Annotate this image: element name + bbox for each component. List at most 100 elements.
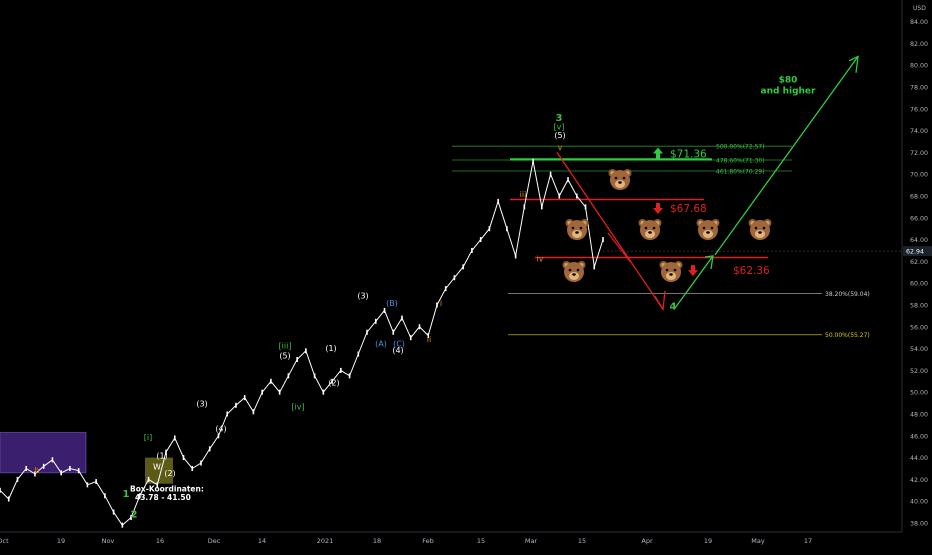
price-bar <box>208 446 211 452</box>
bear-muzzle <box>666 272 676 280</box>
price-bar <box>523 204 526 210</box>
price-bar <box>409 335 412 341</box>
price-bar <box>287 373 290 379</box>
price-bar <box>313 373 316 379</box>
price-bar <box>322 389 325 395</box>
price-tick-label: 62.00 <box>910 259 928 266</box>
price-bar <box>331 378 333 384</box>
current-price-label: 62.94 <box>906 249 924 256</box>
wave-label: b <box>34 466 39 475</box>
price-tick-label: 42.00 <box>910 477 928 484</box>
price-tick-label: 52.00 <box>910 368 928 375</box>
price-bar <box>541 204 543 210</box>
time-tick-label: May <box>751 537 765 545</box>
price-tick-label: 48.00 <box>910 411 928 418</box>
time-tick-label: 2021 <box>317 537 334 545</box>
price-bar <box>383 307 386 313</box>
price-tick-label: 56.00 <box>910 324 928 331</box>
projection-down-arrowhead <box>654 290 666 312</box>
price-bar <box>217 433 220 439</box>
time-tick-label: 15 <box>477 537 485 545</box>
price-bar <box>427 333 430 338</box>
price-bar <box>261 389 263 395</box>
wave-label: 2 <box>131 510 138 521</box>
price-tick-label: 70.00 <box>910 172 928 179</box>
bear-nose <box>758 231 762 234</box>
time-tick-label: Apr <box>641 537 653 545</box>
bear-face-icon <box>696 219 720 240</box>
price-tick-label: 74.00 <box>910 128 928 135</box>
wave-label: (1) <box>325 344 336 353</box>
wave-label: (2) <box>164 469 175 478</box>
price-bar <box>51 457 54 463</box>
box-coordinates-text: Box-Koordinaten: <box>130 484 204 493</box>
wave-label: [v] <box>554 122 565 131</box>
time-tick-label: 17 <box>804 537 812 545</box>
price-tick-label: 50.00 <box>910 390 928 397</box>
price-bar <box>147 476 150 482</box>
price-bar <box>121 522 124 528</box>
price-bar <box>86 482 89 488</box>
projection-up-line <box>714 56 859 256</box>
box-coordinates-text: 43.78 - 41.50 <box>135 493 191 502</box>
price-bar <box>453 275 456 281</box>
bear-muzzle <box>755 230 765 238</box>
time-tick-label: Dec <box>208 537 221 545</box>
price-bar <box>584 204 587 210</box>
price-bar <box>357 351 360 357</box>
price-bar <box>270 378 272 384</box>
bear-eye <box>644 226 648 230</box>
price-bar <box>602 237 604 243</box>
projection-up-arrowhead <box>848 55 859 73</box>
price-bar <box>243 395 246 401</box>
price-bar <box>104 493 106 499</box>
time-tick-label: 15 <box>578 537 586 545</box>
price-bar <box>549 171 552 177</box>
bear-eye <box>571 226 575 230</box>
wave-label: (2) <box>328 379 339 388</box>
price-bar <box>252 409 255 415</box>
price-tick-label: 78.00 <box>910 84 928 91</box>
bear-muzzle <box>569 272 579 280</box>
wave-label: 1 <box>123 489 130 500</box>
price-tick-label: 82.00 <box>910 41 928 48</box>
price-bar <box>139 493 141 499</box>
wave-label: W <box>153 463 161 472</box>
time-tick-label: 19 <box>704 537 712 545</box>
price-axis-unit: USD <box>913 5 926 12</box>
bear-face-icon <box>565 219 589 240</box>
wave-label: i <box>440 299 442 308</box>
price-bar <box>462 264 464 270</box>
bear-eye <box>579 226 583 230</box>
price-bar <box>200 460 202 466</box>
price-bar <box>60 470 62 476</box>
fib-level-label: 461.80%(70.29) <box>716 169 765 176</box>
price-bar <box>374 318 377 324</box>
time-tick-label: 14 <box>258 537 266 545</box>
time-tick-label: 19 <box>57 537 65 545</box>
wave-label: (B) <box>386 299 398 308</box>
projection-up-line <box>673 255 714 310</box>
price-bar <box>182 455 185 461</box>
wave-label: iii <box>520 190 527 199</box>
bear-nose <box>618 181 622 184</box>
bear-eye <box>673 268 677 272</box>
price-tick-label: 54.00 <box>910 346 928 353</box>
bear-eye <box>576 268 580 272</box>
price-bar <box>366 329 368 335</box>
price-target-label: $67.68 <box>670 203 707 215</box>
price-tick-label: 66.00 <box>910 215 928 222</box>
wave-label: (1) <box>156 452 167 461</box>
price-bar <box>278 389 281 395</box>
bear-muzzle <box>703 230 713 238</box>
wave-label: v <box>558 143 563 152</box>
wave-label: 4 <box>670 301 677 312</box>
bear-eye <box>614 176 618 180</box>
bear-face-icon <box>748 219 772 240</box>
price-bar <box>392 329 395 335</box>
bear-eye <box>702 226 706 230</box>
time-tick-label: Mar <box>525 537 538 545</box>
price-target-label: $71.36 <box>670 148 707 160</box>
price-tick-label: 38.00 <box>910 520 928 527</box>
price-bar <box>593 264 596 270</box>
